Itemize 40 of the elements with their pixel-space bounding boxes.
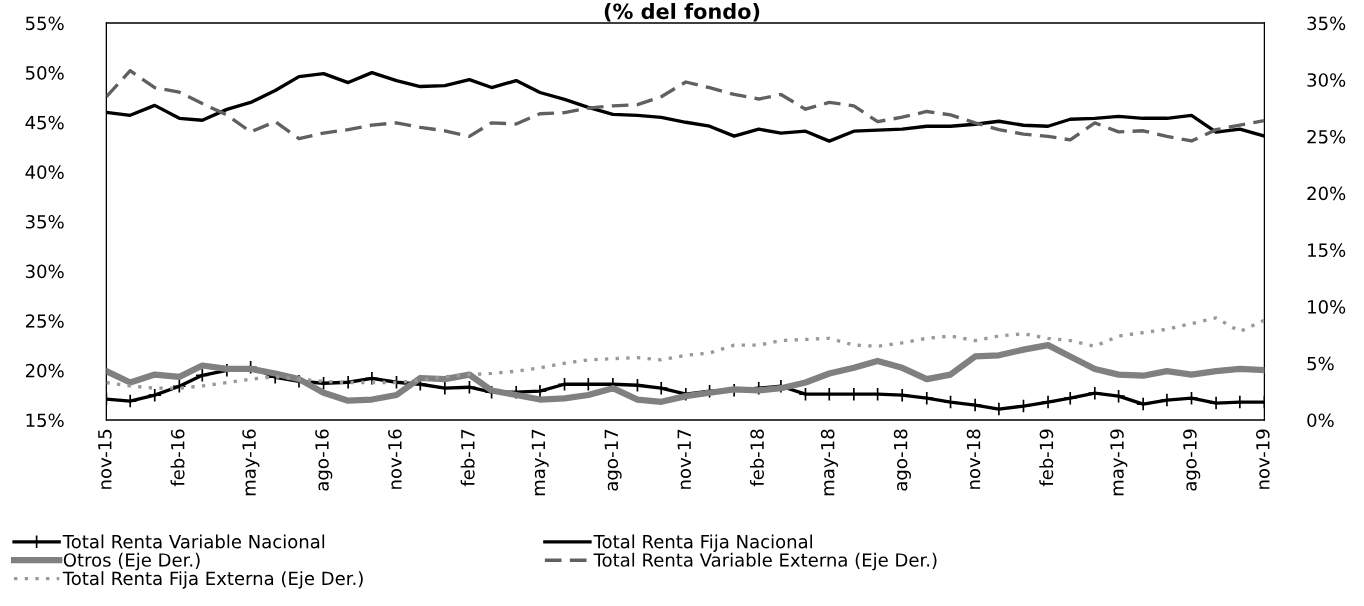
y2-tick-label: 5%: [1307, 356, 1334, 371]
x-tick-label: nov-18: [966, 429, 981, 489]
x-tick-label: ago-18: [893, 429, 911, 491]
legend-label: Otros (Eje Der.): [63, 552, 200, 571]
y2-tick-label: 15%: [1308, 243, 1346, 257]
legend-label: Total Renta Fija Externa (Eje Der.): [62, 571, 363, 589]
x-tick-label: may-16: [242, 429, 260, 496]
x-tick-label: ago-16: [315, 429, 333, 491]
x-tick-label: nov-17: [677, 429, 692, 489]
y-tick-label: 25%: [25, 314, 64, 328]
x-tick-label: nov-15: [98, 429, 112, 489]
x-tick-label: may-18: [820, 429, 839, 496]
y2-tick-label: 30%: [1307, 73, 1346, 87]
y-tick-label: 40%: [25, 165, 64, 179]
legend-label: Total Renta Variable Externa (Eje Der.): [593, 552, 937, 571]
y2-tick-label: 10%: [1308, 300, 1346, 314]
y2-tick-label: 0%: [1307, 413, 1334, 428]
y-tick-label: 35%: [25, 214, 64, 229]
y2-tick-label: 25%: [1307, 129, 1346, 144]
x-tick-label: feb-16: [170, 429, 185, 487]
y-tick-label: 30%: [25, 264, 64, 279]
legend-label: Total Renta Fija Nacional: [593, 534, 812, 552]
legend-label: Total Renta Variable Nacional: [62, 534, 325, 549]
y-tick-label: 55%: [25, 16, 64, 31]
x-tick-label: ago-19: [1183, 429, 1201, 491]
y-tick-label: 15%: [26, 413, 64, 428]
x-tick-label: ago-17: [604, 429, 622, 491]
x-tick-label: feb-17: [460, 429, 475, 487]
x-tick-label: may-17: [531, 429, 549, 496]
y2-tick-label: 35%: [1307, 16, 1346, 31]
x-tick-label: feb-18: [749, 429, 764, 487]
y2-tick-label: 20%: [1307, 186, 1346, 201]
chart-title: (% del fondo): [604, 3, 760, 22]
x-tick-label: nov-16: [388, 429, 402, 489]
y-tick-label: 20%: [25, 363, 64, 378]
y-tick-label: 45%: [25, 115, 64, 130]
y-tick-label: 50%: [25, 66, 64, 80]
x-tick-label: may-19: [1110, 429, 1128, 496]
x-tick-label: nov-19: [1256, 429, 1270, 489]
x-tick-label: feb-19: [1039, 429, 1054, 487]
